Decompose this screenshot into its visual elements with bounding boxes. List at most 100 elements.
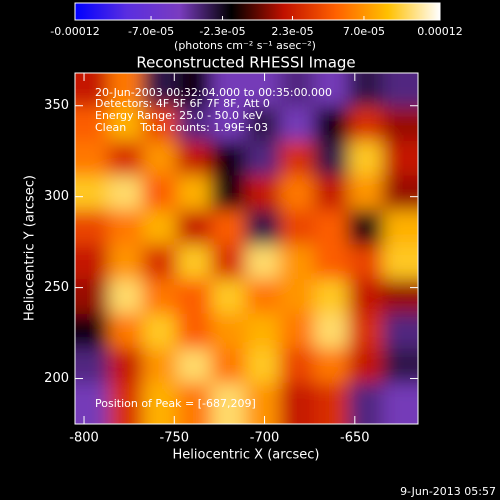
heatmap-cell [382, 382, 418, 424]
colorbar-tick-label: 0.00012 [417, 25, 463, 38]
heatmap-cell [279, 210, 319, 249]
heatmap-cell [245, 348, 284, 387]
heatmap-cell [108, 210, 147, 249]
heatmap-cell [142, 106, 181, 146]
y-axis-label: Heliocentric Y (arcsec) [23, 175, 38, 321]
heatmap-cell [108, 73, 147, 111]
heatmap-cell [314, 348, 353, 387]
x-tick-label: -800 [69, 431, 99, 446]
annotations: 20-Jun-2003 00:32:04.000 to 00:35:00.000… [95, 86, 332, 410]
heatmap-cell [279, 382, 319, 424]
heatmap-cell [211, 244, 250, 284]
heatmap-cell [176, 279, 216, 318]
heatmap-cell [279, 244, 319, 284]
heatmap-cell [142, 313, 181, 353]
heatmap-cell [108, 382, 147, 424]
heatmap-cell [211, 175, 250, 215]
heatmap-cell [279, 106, 319, 146]
heatmap-cell [75, 313, 113, 353]
heatmap-cell [382, 141, 418, 180]
heatmap-cell [245, 106, 284, 146]
heatmap-cell [211, 279, 250, 318]
heatmap-cell [348, 210, 387, 249]
annotation: Clean Total counts: 1.99E+03 [95, 121, 268, 134]
heatmap-cell [382, 348, 418, 387]
heatmap-cell [176, 141, 216, 180]
heatmap-cell [211, 106, 250, 146]
heatmap-cell [348, 73, 387, 111]
heatmap-cell [382, 73, 418, 111]
heatmap-cell [279, 313, 319, 353]
heatmap-cell [211, 348, 250, 387]
heatmap-cell [75, 279, 113, 318]
heatmap-cell [348, 279, 387, 318]
heatmap-cell [382, 106, 418, 146]
heatmap-cell [314, 106, 353, 146]
heatmap-cell [142, 210, 181, 249]
colorbar-tick-label: 7.0e-05 [343, 25, 385, 38]
heatmap-cell [245, 175, 284, 215]
heatmap-cell [245, 279, 284, 318]
heatmap-cell [75, 382, 113, 424]
heatmap-cell [142, 141, 181, 180]
annotation: Energy Range: 25.0 - 50.0 keV [95, 109, 263, 122]
y-tick-label: 350 [44, 98, 69, 113]
chart-title: Reconstructed RHESSI Image [136, 54, 355, 72]
colorbar-tick-label: -0.00012 [50, 25, 99, 38]
heatmap-cell [211, 210, 250, 249]
heatmap-cell [279, 73, 319, 111]
heatmap-cell [108, 141, 147, 180]
heatmap-cell [176, 106, 216, 146]
heatmap-cell [211, 141, 250, 180]
heatmap-cell [176, 313, 216, 353]
heatmap-cell [279, 141, 319, 180]
heatmap-cell [348, 141, 387, 180]
heatmap-cell [176, 210, 216, 249]
heatmap-cell [108, 313, 147, 353]
heatmap-cell [348, 348, 387, 387]
annotation: Detectors: 4F 5F 6F 7F 8F, Att 0 [95, 97, 270, 110]
heatmap-cell [108, 348, 147, 387]
heatmap-cell [211, 73, 250, 111]
heatmap-cell [75, 244, 113, 284]
heatmap-cell [176, 382, 216, 424]
colorbar-tick-label: -7.0e-05 [128, 25, 174, 38]
heatmap-cell [75, 106, 113, 146]
heatmap-cell [314, 313, 353, 353]
heatmap-cell [279, 175, 319, 215]
heatmap-cell [142, 348, 181, 387]
heatmap-cell [245, 141, 284, 180]
heatmap-cell [314, 175, 353, 215]
heatmap-cell [245, 244, 284, 284]
heatmap-cell [348, 313, 387, 353]
y-tick-label: 250 [44, 280, 69, 295]
colorbar-label: (photons cm⁻² s⁻¹ asec⁻²) [174, 39, 316, 52]
heatmap-cell [176, 175, 216, 215]
heatmap-cell [382, 210, 418, 249]
heatmap-cell [348, 175, 387, 215]
heatmap-cell [382, 279, 418, 318]
heatmap-cell [211, 382, 250, 424]
heatmap-cell [279, 279, 319, 318]
heatmap-cell [314, 210, 353, 249]
heatmap-cell [245, 313, 284, 353]
heatmap-cell [108, 175, 147, 215]
peak-label: Position of Peak = [-687,209] [95, 397, 256, 410]
heatmap-cell [314, 73, 353, 111]
heatmap-cell [108, 279, 147, 318]
heatmap-cell [314, 279, 353, 318]
colorbar-tick-label: 2.3e-05 [271, 25, 313, 38]
x-axis-label: Heliocentric X (arcsec) [173, 448, 320, 463]
colorbar-tick-label: -2.3e-05 [199, 25, 245, 38]
heatmap-cell [382, 244, 418, 284]
date-stamp: 9-Jun-2013 05:57 [400, 485, 496, 498]
heatmap-cell [314, 244, 353, 284]
heatmap-cell [108, 106, 147, 146]
x-tick-label: -750 [160, 431, 190, 446]
x-tick-label: -650 [340, 431, 370, 446]
heatmap-cell [211, 313, 250, 353]
colorbar [74, 2, 441, 21]
heatmap-cell [142, 279, 181, 318]
heatmap-cell [75, 348, 113, 387]
